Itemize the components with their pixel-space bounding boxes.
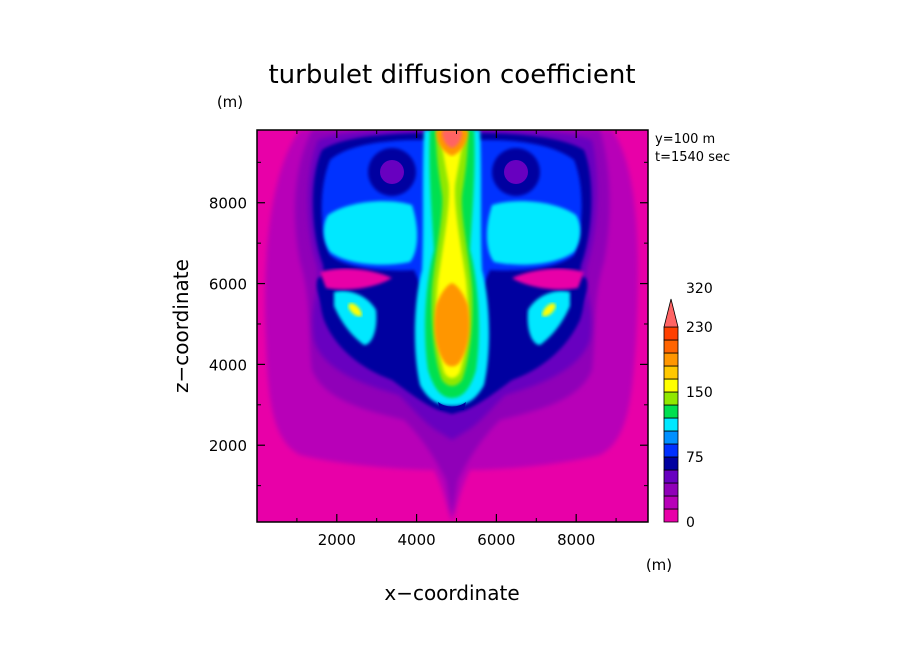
y-tick-label: 6000 [209,276,247,294]
x-tick-label: 6000 [477,531,515,549]
info-line-2: t=1540 sec [655,150,730,165]
arm-right-core [542,303,556,317]
column-base [438,402,466,410]
arm-left-core [348,303,362,317]
vortex-left-inner [380,160,404,184]
y-axis-label: z−coordinate [169,259,193,393]
colorbar-swatch [663,456,679,471]
colorbar-swatch [663,339,679,354]
field-level-90-right [486,201,581,265]
x-tick-label: 4000 [397,531,435,549]
column-red-top [442,130,462,148]
colorbar-swatch [663,508,679,523]
y-tick-label: 2000 [209,437,247,455]
plot-frame [256,129,649,523]
x-tick-label: 8000 [557,531,595,549]
contour-field [257,130,648,522]
patch-right [512,268,584,290]
vortex-right-inner [504,160,528,184]
colorbar-label: 0 [686,515,695,531]
colorbar-swatch [663,469,679,484]
y-unit-label: (m) [217,93,243,111]
colorbar-swatch [663,495,679,510]
colorbar-extend-arrow [663,298,679,328]
arm-right-inner [527,290,570,345]
colorbar-swatch [663,404,679,419]
field-level-90-left [323,201,418,265]
colorbar-swatch [663,365,679,380]
colorbar-label: 230 [686,320,713,336]
colorbar: 0 75 150 230 320 [663,281,713,531]
colorbar-label: 320 [686,281,713,297]
patch-left [320,268,392,290]
chart-title: turbulet diffusion coefficient [268,60,635,90]
colorbar-swatch [663,352,679,367]
colorbar-swatch [663,378,679,393]
x-tick-label: 2000 [318,531,356,549]
arm-left-inner [334,290,377,345]
colorbar-swatch [663,417,679,432]
colorbar-swatch [663,482,679,497]
colorbar-label: 150 [686,385,713,401]
info-line-1: y=100 m [655,132,715,147]
colorbar-swatch [663,391,679,406]
colorbar-swatch [663,326,679,341]
x-unit-label: (m) [646,556,672,574]
colorbar-label: 75 [686,450,704,466]
x-axis-ticks: 2000 4000 6000 8000 [296,130,617,549]
y-axis-ticks: 2000 4000 6000 8000 [209,161,648,487]
colorbar-swatch [663,430,679,445]
x-axis-label: x−coordinate [384,581,519,605]
y-tick-label: 4000 [209,356,247,374]
colorbar-swatch [663,443,679,458]
y-tick-label: 8000 [209,195,247,213]
column-orange-lower [434,283,470,367]
